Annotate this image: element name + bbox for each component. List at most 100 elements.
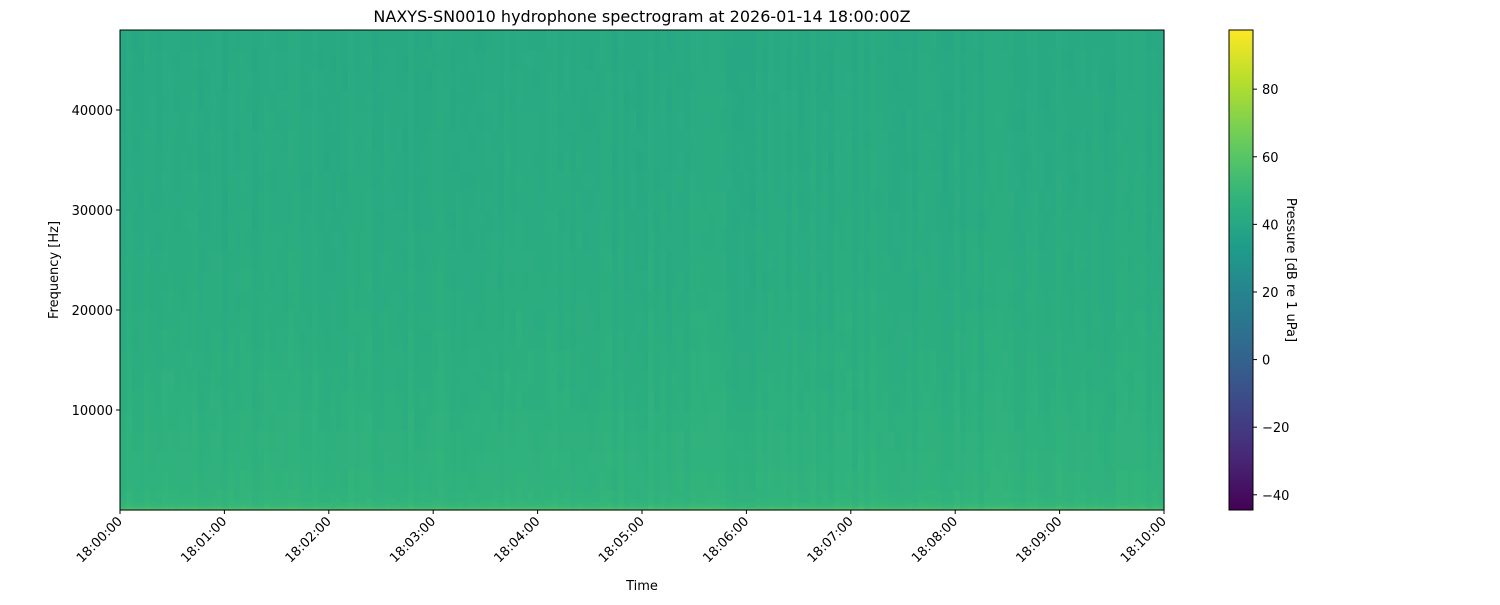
heatmap-cell	[1002, 507, 1009, 510]
heatmap-cell	[288, 50, 295, 71]
heatmap-cell	[486, 130, 493, 151]
heatmap-cell	[120, 470, 127, 491]
heatmap-cell	[174, 110, 181, 131]
heatmap-cell	[642, 502, 649, 506]
heatmap-cell	[414, 330, 421, 351]
heatmap-cell	[186, 505, 193, 508]
heatmap-cell	[936, 210, 943, 231]
heatmap-cell	[1080, 210, 1087, 231]
heatmap-cell	[234, 70, 241, 91]
heatmap-cell	[144, 350, 151, 371]
heatmap-cell	[984, 330, 991, 351]
heatmap-cell	[648, 370, 655, 391]
heatmap-cell	[498, 250, 505, 271]
heatmap-cell	[1080, 505, 1087, 508]
heatmap-cell	[1074, 507, 1081, 510]
heatmap-cell	[168, 270, 175, 291]
heatmap-cell	[276, 210, 283, 231]
heatmap-cell	[930, 150, 937, 171]
heatmap-cell	[186, 110, 193, 131]
heatmap-cell	[366, 210, 373, 231]
heatmap-cell	[840, 470, 847, 491]
heatmap-cell	[666, 70, 673, 91]
heatmap-cell	[990, 250, 997, 271]
heatmap-cell	[438, 330, 445, 351]
heatmap-cell	[858, 90, 865, 111]
heatmap-cell	[858, 230, 865, 251]
heatmap-cell	[570, 250, 577, 271]
heatmap-cell	[936, 450, 943, 471]
heatmap-cell	[744, 30, 751, 51]
heatmap-cell	[552, 90, 559, 111]
heatmap-cell	[1122, 90, 1129, 111]
heatmap-cell	[318, 210, 325, 231]
heatmap-cell	[714, 507, 721, 510]
heatmap-cell	[420, 505, 427, 508]
heatmap-cell	[864, 470, 871, 491]
heatmap-cell	[1062, 370, 1069, 391]
heatmap-cell	[324, 150, 331, 171]
heatmap-cell	[312, 90, 319, 111]
heatmap-cell	[666, 290, 673, 311]
heatmap-cell	[222, 390, 229, 411]
heatmap-cell	[1128, 230, 1135, 251]
heatmap-cell	[474, 130, 481, 151]
heatmap-cell	[978, 50, 985, 71]
heatmap-cell	[564, 430, 571, 451]
heatmap-cell	[1140, 507, 1147, 510]
heatmap-cell	[816, 350, 823, 371]
heatmap-cell	[840, 450, 847, 471]
heatmap-cell	[648, 30, 655, 51]
heatmap-cell	[246, 170, 253, 191]
heatmap-cell	[396, 50, 403, 71]
heatmap-cell	[462, 350, 469, 371]
heatmap-cell	[852, 370, 859, 391]
heatmap-cell	[960, 90, 967, 111]
heatmap-cell	[696, 410, 703, 431]
heatmap-cell	[156, 370, 163, 391]
heatmap-cell	[1086, 390, 1093, 411]
heatmap-cell	[588, 270, 595, 291]
heatmap-cell	[1146, 250, 1153, 271]
heatmap-cell	[792, 498, 799, 503]
heatmap-cell	[150, 430, 157, 451]
heatmap-cell	[132, 390, 139, 411]
heatmap-cell	[864, 110, 871, 131]
heatmap-cell	[378, 507, 385, 510]
heatmap-cell	[672, 390, 679, 411]
heatmap-cell	[504, 330, 511, 351]
heatmap-cell	[1056, 350, 1063, 371]
heatmap-cell	[240, 470, 247, 491]
heatmap-cell	[300, 170, 307, 191]
heatmap-cell	[300, 505, 307, 508]
heatmap-cell	[1104, 390, 1111, 411]
heatmap-cell	[450, 390, 457, 411]
heatmap-cell	[1116, 350, 1123, 371]
heatmap-cell	[522, 30, 529, 51]
heatmap-cell	[870, 470, 877, 491]
heatmap-cell	[372, 390, 379, 411]
heatmap-cell	[1014, 50, 1021, 71]
heatmap-cell	[582, 490, 589, 499]
heatmap-cell	[684, 70, 691, 91]
heatmap-cell	[156, 507, 163, 510]
heatmap-cell	[1068, 390, 1075, 411]
heatmap-cell	[516, 30, 523, 51]
heatmap-cell	[252, 310, 259, 331]
heatmap-cell	[618, 150, 625, 171]
heatmap-cell	[582, 270, 589, 291]
heatmap-cell	[582, 110, 589, 131]
heatmap-cell	[1104, 50, 1111, 71]
heatmap-cell	[270, 390, 277, 411]
heatmap-cell	[306, 390, 313, 411]
heatmap-cell	[588, 210, 595, 231]
heatmap-cell	[444, 190, 451, 211]
heatmap-cell	[654, 50, 661, 71]
heatmap-cell	[540, 150, 547, 171]
heatmap-cell	[1092, 505, 1099, 508]
heatmap-cell	[606, 430, 613, 451]
heatmap-cell	[312, 502, 319, 506]
heatmap-cell	[768, 110, 775, 131]
heatmap-cell	[462, 110, 469, 131]
heatmap-cell	[828, 350, 835, 371]
